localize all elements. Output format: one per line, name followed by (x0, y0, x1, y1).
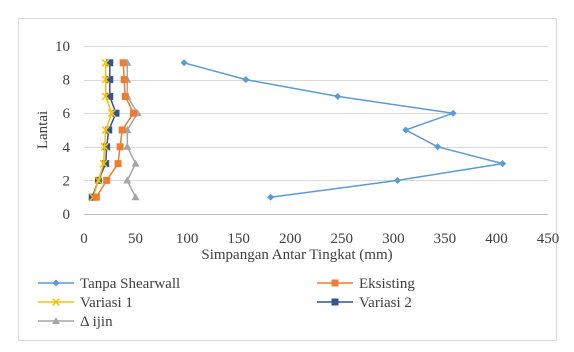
data-point (114, 160, 122, 168)
data-point (92, 193, 100, 201)
y-tick-label: 10 (55, 39, 70, 55)
series-tanpa-shearwall (180, 59, 507, 201)
data-point-stroke (101, 58, 110, 67)
data-point (103, 176, 111, 184)
data-point (116, 143, 124, 151)
data-point (101, 125, 110, 135)
data-point (52, 279, 60, 287)
data-point (434, 143, 442, 151)
data-point (106, 76, 114, 84)
data-point (267, 193, 275, 201)
data-point-stroke (99, 159, 108, 168)
data-point-stroke (101, 92, 110, 101)
x-tick-label: 250 (331, 231, 354, 247)
data-point (51, 297, 61, 307)
gridlines (84, 46, 548, 181)
data-point (106, 59, 114, 67)
legend-label: Variasi 1 (80, 295, 133, 311)
data-point (120, 76, 128, 84)
x-tick-label: 350 (434, 231, 457, 247)
y-tick-label: 2 (63, 173, 71, 189)
y-tick-label: 8 (63, 73, 71, 89)
x-tick-label: 50 (128, 231, 143, 247)
data-point (107, 109, 116, 118)
legend-label: Eksisting (359, 276, 415, 292)
data-point (242, 76, 250, 84)
data-point (102, 160, 110, 168)
series-eksisting (92, 59, 137, 201)
data-point (393, 176, 401, 184)
tick-labels: 0 50 100 150 200 250 300 350 400 450 0 2 4 6 8 10 (55, 39, 559, 247)
legend-item: Tanpa Shearwall (38, 276, 180, 292)
data-point (101, 75, 110, 84)
data-point (402, 126, 410, 134)
x-tick-label: 0 (80, 231, 88, 247)
data-point (131, 159, 140, 167)
data-point (334, 92, 342, 100)
x-tick-label: 100 (176, 231, 199, 247)
series-variasi-1 (89, 58, 116, 202)
x-tick-label: 400 (485, 231, 508, 247)
x-tick-label: 200 (279, 231, 302, 247)
data-point (106, 92, 114, 100)
x-tick-label: 300 (382, 231, 405, 247)
x-tick-label: 450 (537, 231, 560, 247)
data-point (101, 92, 110, 101)
legend: Tanpa Shearwall Eksisting Variasi 1 Variasi… (38, 276, 415, 330)
legend-item: Δ ijin (38, 314, 113, 330)
legend-label: Δ ijin (80, 314, 113, 330)
data-point (100, 142, 109, 151)
y-axis-title: Lantai (35, 111, 51, 149)
legend-label: Tanpa Shearwall (80, 276, 180, 292)
x-tick-label: 150 (227, 231, 250, 247)
legend-item: Variasi 1 (38, 295, 133, 311)
data-point-stroke (94, 176, 103, 185)
legend-label: Variasi 2 (359, 295, 412, 311)
data-point (118, 126, 126, 134)
data-point-stroke (100, 142, 109, 151)
data-point (123, 142, 132, 150)
data-point (499, 160, 507, 168)
data-point (112, 109, 120, 117)
data-point-stroke (107, 109, 116, 118)
data-point (52, 317, 60, 324)
data-point (101, 58, 110, 67)
data-point (103, 143, 111, 151)
data-point (131, 193, 140, 201)
data-point (121, 92, 129, 100)
data-point (119, 59, 127, 67)
data-point-stroke (51, 297, 61, 307)
x-axis-title: Simpangan Antar Tingkat (mm) (201, 247, 392, 263)
data-point (331, 279, 339, 287)
data-point (105, 126, 113, 134)
data-point (449, 109, 457, 117)
legend-item: Eksisting (317, 276, 415, 292)
legend-item: Variasi 2 (317, 295, 412, 311)
y-tick-label: 4 (63, 140, 71, 156)
data-point (180, 59, 188, 67)
y-tick-label: 6 (63, 106, 71, 122)
y-tick-label: 0 (63, 207, 71, 223)
data-point (94, 176, 103, 185)
data-point (331, 298, 339, 306)
data-point-stroke (101, 125, 110, 135)
data-point (99, 159, 108, 168)
data-point-stroke (101, 75, 110, 84)
data-point (129, 109, 137, 117)
data-point (123, 176, 132, 184)
series-layer (88, 58, 507, 202)
